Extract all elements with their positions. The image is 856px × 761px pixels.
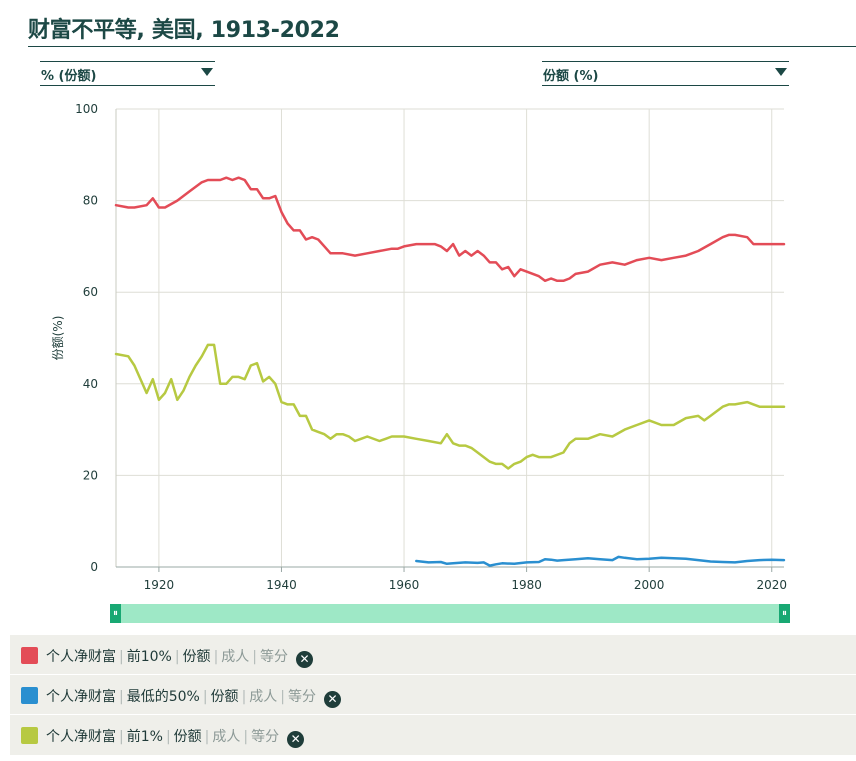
x-tick-label: 2020 xyxy=(756,578,787,592)
unit-selector-label: % (份额) xyxy=(41,69,97,84)
legend-group: 前10% xyxy=(126,649,172,665)
legend-population: 成人 xyxy=(212,729,241,745)
y-tick-label: 0 xyxy=(90,560,98,574)
legend-split: 等分 xyxy=(288,689,316,705)
legend-item: 个人净财富 | 前10% | 份额 | 成人 | 等分 ✕ xyxy=(10,635,856,675)
x-tick-label: 1980 xyxy=(511,578,542,592)
y-axis-label: 份额(%) xyxy=(51,316,65,361)
series-line-2 xyxy=(114,343,786,470)
legend-unit: 份额 xyxy=(173,729,202,745)
indicator-selector[interactable]: 份额 (%) xyxy=(542,61,789,86)
unit-selector[interactable]: % (份额) xyxy=(40,61,215,86)
y-tick-label: 40 xyxy=(83,377,98,391)
legend-item-text: 个人净财富 | 前1% | 份额 | 成人 | 等分 ✕ xyxy=(46,726,305,748)
legend-population: 成人 xyxy=(221,649,250,665)
legend-split: 等分 xyxy=(251,729,280,745)
series-line-0 xyxy=(114,176,786,283)
title-divider xyxy=(28,46,856,47)
legend: 个人净财富 | 前10% | 份额 | 成人 | 等分 ✕ 个人净财富 | 最低的50% | 份额 | 成人 |… xyxy=(10,635,856,755)
close-icon[interactable]: ✕ xyxy=(296,651,313,668)
legend-split: 等分 xyxy=(260,649,288,665)
legend-group: 最低的50% xyxy=(126,689,200,705)
range-slider-track[interactable] xyxy=(110,604,790,623)
legend-concept: 个人净财富 xyxy=(46,649,116,665)
indicator-selector-label: 份额 (%) xyxy=(543,69,599,84)
legend-concept: 个人净财富 xyxy=(46,729,116,745)
chevron-down-icon xyxy=(775,68,787,76)
y-tick-label: 100 xyxy=(75,102,98,116)
line-chart: 0 20 40 60 80 100 1920 1940 1960 1980 2000 2020 份额… xyxy=(51,102,787,592)
legend-unit: 份额 xyxy=(210,689,239,705)
legend-group: 前1% xyxy=(126,729,163,745)
series-swatch xyxy=(21,687,38,704)
legend-concept: 个人净财富 xyxy=(46,689,116,705)
legend-item-text: 个人净财富 | 最低的50% | 份额 | 成人 | 等分 ✕ xyxy=(46,686,341,708)
x-tick-label: 1960 xyxy=(389,578,420,592)
legend-item: 个人净财富 | 最低的50% | 份额 | 成人 | 等分 ✕ xyxy=(10,675,856,715)
legend-item: 个人净财富 | 前1% | 份额 | 成人 | 等分 ✕ xyxy=(10,715,856,754)
series-swatch xyxy=(21,647,38,664)
close-icon[interactable]: ✕ xyxy=(287,731,305,748)
legend-population: 成人 xyxy=(249,689,278,705)
chevron-down-icon xyxy=(201,68,213,76)
grip-icon: ⏸ xyxy=(113,608,118,619)
x-tick-label: 1920 xyxy=(144,578,175,592)
y-tick-label: 80 xyxy=(83,194,98,208)
range-slider-right-handle[interactable]: ⏸ xyxy=(779,604,790,623)
y-tick-label: 20 xyxy=(83,468,98,482)
y-tick-label: 60 xyxy=(83,285,98,299)
x-tick-label: 2000 xyxy=(634,578,665,592)
range-slider-left-handle[interactable]: ⏸ xyxy=(110,604,121,623)
series-line-1 xyxy=(415,555,786,567)
legend-unit: 份额 xyxy=(182,649,211,665)
x-tick-label: 1940 xyxy=(266,578,297,592)
legend-item-text: 个人净财富 | 前10% | 份额 | 成人 | 等分 ✕ xyxy=(46,646,313,668)
page-title: 财富不平等, 美国, 1913-2022 xyxy=(28,18,340,43)
series-swatch xyxy=(21,727,38,744)
close-icon[interactable]: ✕ xyxy=(324,691,341,708)
grip-icon: ⏸ xyxy=(782,608,787,619)
